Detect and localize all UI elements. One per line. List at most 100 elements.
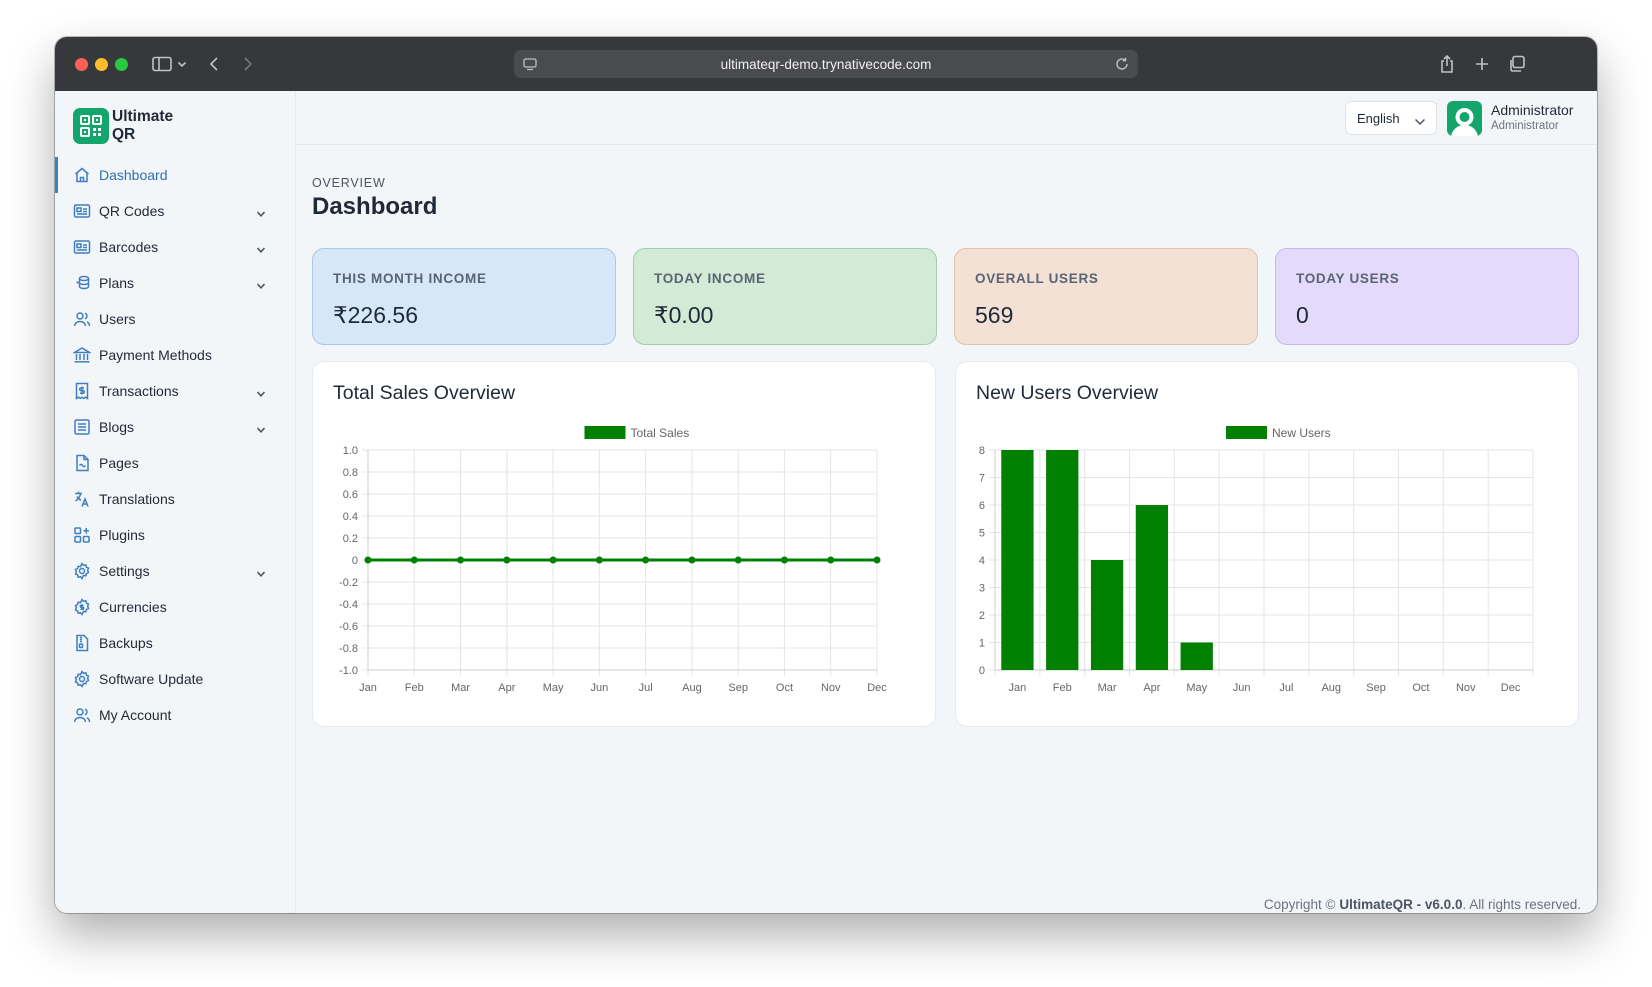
address-bar[interactable]: ultimateqr-demo.trynativecode.com — [514, 50, 1138, 78]
gear-icon — [73, 562, 91, 580]
y-tick-label: 1 — [979, 638, 985, 650]
site-settings-icon[interactable] — [522, 56, 538, 77]
sidebar-item-my-account[interactable]: My Account — [55, 697, 296, 733]
x-tick-label: Dec — [867, 682, 887, 694]
x-tick-label: Aug — [1321, 682, 1341, 694]
chart-title: Total Sales Overview — [333, 382, 516, 404]
sidebar-item-plugins[interactable]: Plugins — [55, 517, 296, 553]
user-name[interactable]: Administrator — [1491, 102, 1574, 118]
brand[interactable]: Ultimate QR — [73, 108, 182, 144]
sidebar-item-label: Currencies — [99, 599, 167, 615]
plugins-icon — [73, 526, 91, 544]
sidebar-item-users[interactable]: Users — [55, 301, 296, 337]
x-tick-label: Nov — [1456, 682, 1476, 694]
tab-overview-icon[interactable] — [1506, 51, 1528, 77]
data-point — [410, 556, 418, 564]
avatar[interactable] — [1447, 101, 1482, 136]
sidebar-item-settings[interactable]: Settings — [55, 553, 296, 589]
y-tick-label: 3 — [979, 583, 985, 595]
legend-label: Total Sales — [631, 426, 690, 440]
sidebar-item-label: Barcodes — [99, 239, 159, 255]
chart-title: New Users Overview — [976, 382, 1159, 404]
sidebar-item-blogs[interactable]: Blogs — [55, 409, 296, 445]
zoom-window-button[interactable] — [115, 58, 128, 71]
sidebar-item-qr-codes[interactable]: QR Codes — [55, 193, 296, 229]
language-value: English — [1357, 110, 1400, 126]
page-icon — [73, 454, 91, 472]
minimize-window-button[interactable] — [95, 58, 108, 71]
data-point — [457, 556, 465, 564]
stat-label: TODAY USERS — [1296, 271, 1400, 286]
sidebar-nav: Dashboard QR Codes Barcodes Plans Users Payme… — [55, 157, 296, 733]
y-tick-label: 1.0 — [343, 445, 358, 457]
sidebar-item-label: My Account — [99, 707, 172, 723]
x-tick-label: May — [543, 682, 564, 694]
y-tick-label: -0.2 — [339, 577, 358, 589]
x-tick-label: Mar — [1098, 682, 1117, 694]
chevron-down-icon[interactable] — [176, 51, 188, 77]
sidebar-item-software-update[interactable]: Software Update — [55, 661, 296, 697]
y-tick-label: 2 — [979, 610, 985, 622]
footer: Copyright © UltimateQR - v6.0.0. All rig… — [1264, 897, 1581, 912]
x-tick-label: Apr — [498, 682, 515, 694]
x-tick-label: Dec — [1501, 682, 1521, 694]
sidebar-item-label: Payment Methods — [99, 347, 212, 363]
stat-card-overall-users: OVERALL USERS 569 — [954, 248, 1258, 345]
receipt-icon — [73, 382, 91, 400]
chevron-down-icon — [256, 277, 266, 295]
sidebar-item-label: Blogs — [99, 419, 135, 435]
stat-card-today-users: TODAY USERS 0 — [1275, 248, 1579, 345]
gear-icon — [73, 670, 91, 688]
language-select[interactable]: English — [1345, 101, 1437, 135]
stat-value: ₹226.56 — [333, 302, 418, 328]
main-content: OVERVIEW Dashboard THIS MONTH INCOME ₹22… — [296, 145, 1597, 913]
legend-label: New Users — [1272, 426, 1331, 440]
data-point — [780, 556, 788, 564]
new-tab-icon[interactable] — [1472, 51, 1492, 77]
x-tick-label: Jul — [639, 682, 653, 694]
x-tick-label: Oct — [1412, 682, 1429, 694]
footer-product[interactable]: UltimateQR - v6.0.0 — [1339, 897, 1463, 912]
y-tick-label: 5 — [979, 528, 985, 540]
back-arrow-icon[interactable] — [205, 51, 223, 77]
sidebar-toggle-icon[interactable] — [150, 51, 174, 77]
sidebar-item-currencies[interactable]: Currencies — [55, 589, 296, 625]
y-tick-label: 0.4 — [343, 511, 358, 523]
share-icon[interactable] — [1437, 51, 1457, 77]
close-window-button[interactable] — [75, 58, 88, 71]
bank-icon — [73, 346, 91, 364]
data-point — [734, 556, 742, 564]
chevron-down-icon — [256, 385, 266, 403]
footer-prefix: Copyright © — [1263, 897, 1336, 912]
users-icon — [73, 706, 91, 724]
sidebar-item-translations[interactable]: Translations — [55, 481, 296, 517]
sidebar-item-plans[interactable]: Plans — [55, 265, 296, 301]
url-text: ultimateqr-demo.trynativecode.com — [720, 56, 932, 72]
page-overline: OVERVIEW — [312, 176, 386, 190]
list-icon — [73, 418, 91, 436]
y-tick-label: -1.0 — [339, 665, 358, 677]
sidebar-item-transactions[interactable]: Transactions — [55, 373, 296, 409]
stat-label: THIS MONTH INCOME — [333, 271, 487, 286]
x-tick-label: Aug — [682, 682, 702, 694]
chart-legend: Total Sales — [584, 426, 690, 440]
sidebar-item-label: Transactions — [99, 383, 179, 399]
sidebar-item-barcodes[interactable]: Barcodes — [55, 229, 296, 265]
total-sales-chart: Total Sales 1.0 0.8 0.6 0.4 0.2 0 -0.2 -0.4 -0.6 -… — [339, 426, 887, 694]
reload-icon[interactable] — [1114, 56, 1130, 77]
stat-value: ₹0.00 — [654, 302, 714, 328]
forward-arrow-icon[interactable] — [239, 51, 257, 77]
user-role: Administrator — [1491, 120, 1559, 132]
y-tick-label: 0.2 — [343, 533, 358, 545]
sidebar-item-payment-methods[interactable]: Payment Methods — [55, 337, 296, 373]
sidebar-item-backups[interactable]: Backups — [55, 625, 296, 661]
sidebar-item-dashboard[interactable]: Dashboard — [55, 157, 296, 193]
bar — [1135, 505, 1169, 670]
x-tick-label: Feb — [405, 682, 424, 694]
x-tick-label: Oct — [776, 682, 793, 694]
y-tick-label: 4 — [979, 555, 985, 567]
sidebar-item-label: Settings — [99, 563, 150, 579]
sidebar-item-pages[interactable]: Pages — [55, 445, 296, 481]
y-tick-label: -0.6 — [339, 621, 358, 633]
y-tick-label: 7 — [979, 473, 985, 485]
